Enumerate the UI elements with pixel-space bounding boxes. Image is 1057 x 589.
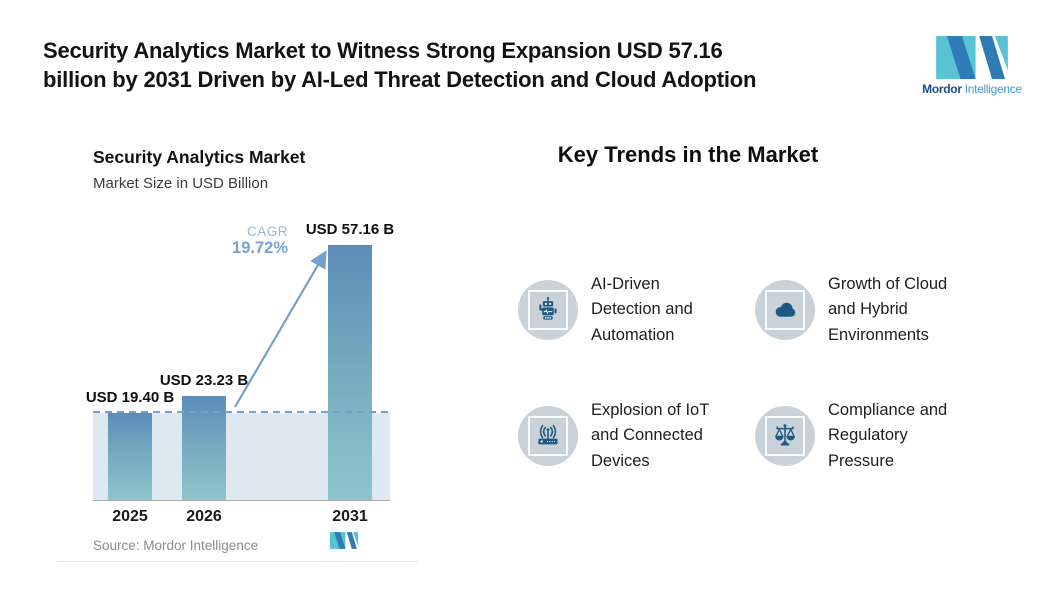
reference-dashed-line bbox=[93, 411, 390, 413]
trend-label: Explosion of IoT and Connected Devices bbox=[591, 398, 709, 475]
bar-value-label: USD 23.23 B bbox=[159, 372, 249, 389]
divider-line bbox=[58, 561, 418, 562]
trend-label-line: Growth of Cloud bbox=[828, 274, 948, 293]
trends-heading: Key Trends in the Market bbox=[557, 142, 819, 167]
mordor-logo-mark-small-icon bbox=[330, 532, 358, 549]
trend-label-line: AI-Driven bbox=[591, 274, 660, 293]
router-icon bbox=[528, 416, 568, 456]
trend-label-line: Explosion of IoT bbox=[591, 400, 710, 419]
trend-item-iot-devices: Explosion of IoT and Connected Devices bbox=[518, 396, 709, 476]
chart-title: Security Analytics Market bbox=[93, 147, 306, 167]
bar-value-label: USD 19.40 B bbox=[85, 389, 175, 406]
trend-item-ai-detection: AI-Driven Detection and Automation bbox=[518, 270, 693, 350]
axis-label-2031: 2031 bbox=[332, 508, 368, 525]
trend-label-line: Environments bbox=[828, 325, 929, 344]
trend-label-line: and Hybrid bbox=[828, 300, 908, 319]
cloud-icon bbox=[765, 290, 805, 330]
cagr-value: 19.72% bbox=[232, 239, 288, 257]
robot-icon bbox=[528, 290, 568, 330]
trend-label: AI-Driven Detection and Automation bbox=[591, 272, 693, 349]
trend-label-line: Devices bbox=[591, 451, 650, 470]
trend-label-line: Regulatory bbox=[828, 426, 908, 445]
trend-icon-circle bbox=[755, 406, 815, 466]
cagr-annotation: CAGR 19.72% bbox=[230, 224, 288, 258]
trend-label-line: Compliance and bbox=[828, 400, 948, 419]
chart-subtitle: Market Size in USD Billion bbox=[93, 175, 269, 192]
trend-label: Compliance and Regulatory Pressure bbox=[828, 398, 947, 475]
axis-label-2025: 2025 bbox=[112, 508, 148, 525]
brand-name-primary: Mordor bbox=[922, 82, 962, 96]
mordor-intelligence-logo: Mordor Intelligence bbox=[916, 36, 1028, 96]
scales-icon bbox=[765, 416, 805, 456]
trend-icon-circle bbox=[518, 280, 578, 340]
cagr-label: CAGR bbox=[246, 224, 288, 239]
source-note: Source: Mordor Intelligence bbox=[93, 538, 259, 553]
trend-item-cloud-growth: Growth of Cloud and Hybrid Environments bbox=[755, 270, 947, 350]
trend-label-line: and Connected bbox=[591, 426, 703, 445]
bar-fill bbox=[328, 245, 372, 500]
trend-label-line: Detection and bbox=[591, 300, 693, 319]
trend-label-line: Automation bbox=[591, 325, 675, 344]
mordor-logo-mark-icon bbox=[936, 36, 1008, 79]
page-title-line: billion by 2031 Driven by AI-Led Threat … bbox=[43, 67, 757, 92]
page-title-line: Security Analytics Market to Witness Str… bbox=[43, 38, 723, 63]
page-title: Security Analytics Market to Witness Str… bbox=[43, 36, 903, 94]
brand-name-secondary: Intelligence bbox=[964, 82, 1022, 96]
trend-label: Growth of Cloud and Hybrid Environments bbox=[828, 272, 947, 349]
axis-label-2026: 2026 bbox=[186, 508, 222, 525]
trend-item-compliance: Compliance and Regulatory Pressure bbox=[755, 396, 947, 476]
trend-icon-circle bbox=[518, 406, 578, 466]
bar-value-label: USD 57.16 B bbox=[305, 221, 395, 238]
trend-label-line: Pressure bbox=[828, 451, 895, 470]
bar-fill bbox=[182, 396, 226, 500]
bar-fill bbox=[108, 413, 152, 500]
brand-name: Mordor Intelligence bbox=[922, 82, 1022, 96]
trend-icon-circle bbox=[755, 280, 815, 340]
plot-area: USD 19.40 B USD 23.23 B USD 57.16 B 2025… bbox=[86, 221, 394, 525]
